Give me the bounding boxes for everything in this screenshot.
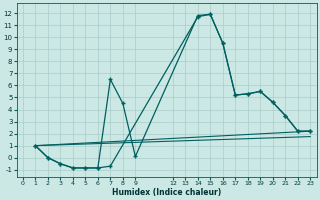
X-axis label: Humidex (Indice chaleur): Humidex (Indice chaleur) <box>112 188 221 197</box>
